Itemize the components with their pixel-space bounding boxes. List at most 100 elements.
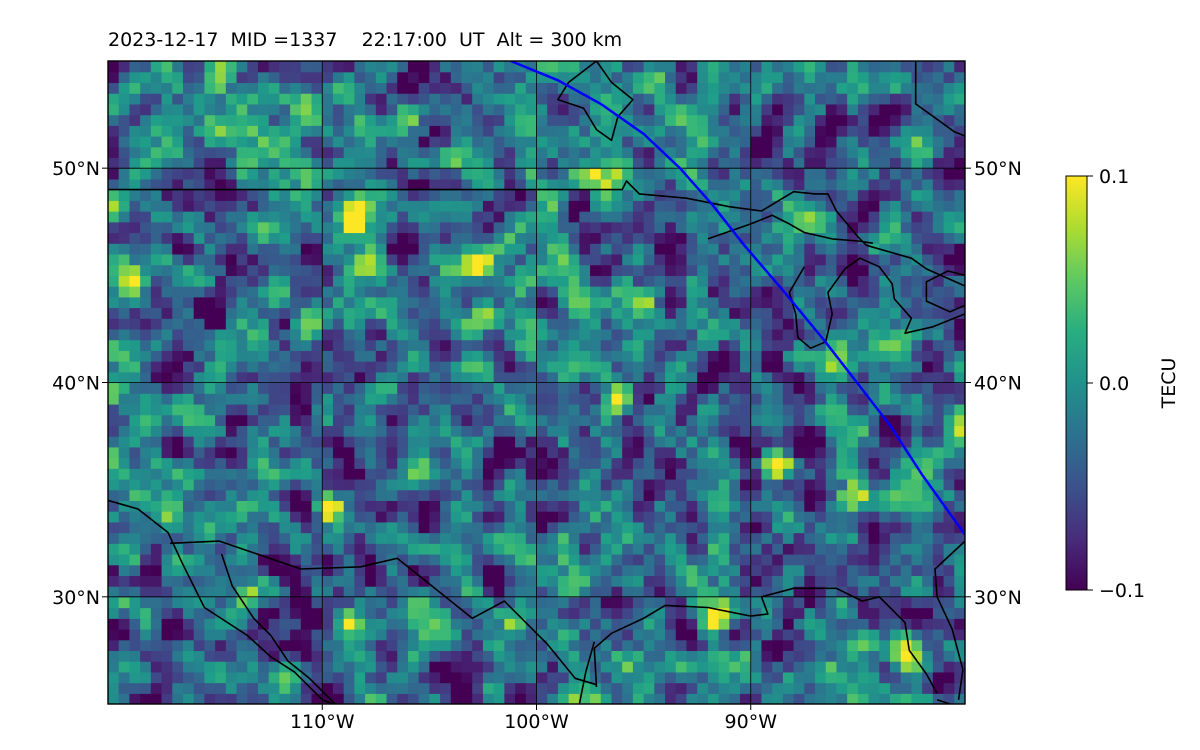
heatmap-cell <box>932 61 945 73</box>
heatmap-cell <box>782 596 795 609</box>
heatmap-cell <box>311 403 323 416</box>
heatmap-cell <box>922 414 934 426</box>
heatmap-cell <box>632 328 645 341</box>
heatmap-cell <box>386 403 398 416</box>
heatmap-cell <box>482 693 495 704</box>
heatmap-cell <box>568 264 580 276</box>
heatmap-cell <box>204 178 216 191</box>
heatmap-cell <box>504 136 516 148</box>
heatmap-cell <box>857 393 870 405</box>
heatmap-cell <box>632 596 645 609</box>
heatmap-cell <box>804 414 816 426</box>
heatmap-cell <box>590 586 602 598</box>
heatmap-cell <box>665 243 677 255</box>
heatmap-cell <box>568 103 580 116</box>
heatmap-cell <box>804 339 816 351</box>
heatmap-cell <box>590 596 602 609</box>
heatmap-cell <box>750 575 763 587</box>
heatmap-cell <box>654 650 666 662</box>
heatmap-cell <box>300 361 313 373</box>
heatmap-cell <box>557 125 570 137</box>
heatmap-cell <box>279 61 291 73</box>
heatmap-cell <box>761 693 773 704</box>
heatmap-cell <box>140 564 152 576</box>
heatmap-cell <box>504 350 516 362</box>
heatmap-cell <box>579 382 591 394</box>
heatmap-cell <box>761 253 773 266</box>
heatmap-cell <box>911 511 923 523</box>
heatmap-cell <box>718 296 730 309</box>
heatmap-cell <box>375 296 388 309</box>
heatmap-cell <box>622 82 634 94</box>
heatmap-cell <box>397 403 409 416</box>
heatmap-cell <box>943 307 955 319</box>
heatmap-cell <box>932 361 945 373</box>
heatmap-cell <box>547 371 559 384</box>
heatmap-cell <box>247 232 259 244</box>
heatmap-cell <box>761 628 773 641</box>
heatmap-cell <box>204 361 216 373</box>
heatmap-cell <box>311 500 323 512</box>
heatmap-cell <box>461 264 473 276</box>
heatmap-cell <box>332 425 345 437</box>
heatmap-cell <box>536 500 548 512</box>
heatmap-cell <box>782 403 795 416</box>
heatmap-cell <box>397 650 409 662</box>
heatmap-cell <box>632 82 645 94</box>
heatmap-cell <box>772 189 784 201</box>
heatmap-cell <box>525 575 538 587</box>
heatmap-cell <box>782 553 795 566</box>
heatmap-cell <box>525 543 538 555</box>
heatmap-cell <box>718 414 730 426</box>
heatmap-cell <box>847 532 859 544</box>
heatmap-cell <box>632 393 645 405</box>
heatmap-cell <box>375 82 388 94</box>
heatmap-cell <box>729 596 741 609</box>
heatmap-cell <box>225 586 238 598</box>
heatmap-cell <box>172 157 184 169</box>
heatmap-cell <box>129 253 141 266</box>
heatmap-cell <box>750 628 763 641</box>
heatmap-cell <box>836 575 848 587</box>
heatmap-cell <box>450 553 463 566</box>
heatmap-cell <box>675 232 688 244</box>
heatmap-cell <box>482 671 495 684</box>
heatmap-cell <box>557 382 570 394</box>
heatmap-cell <box>600 521 613 534</box>
heatmap-cell <box>632 628 645 641</box>
heatmap-cell <box>440 221 452 234</box>
heatmap-cell <box>215 103 227 116</box>
heatmap-cell <box>622 436 634 448</box>
heatmap-cell <box>750 82 763 94</box>
heatmap-cell <box>943 543 955 555</box>
heatmap-cell <box>750 586 763 598</box>
heatmap-cell <box>675 318 688 330</box>
heatmap-cell <box>407 243 420 255</box>
heatmap-cell <box>868 93 880 105</box>
heatmap-cell <box>632 318 645 330</box>
heatmap-cell <box>718 553 730 566</box>
heatmap-cell <box>311 693 323 704</box>
heatmap-cell <box>643 511 655 523</box>
heatmap-cell <box>622 671 634 684</box>
heatmap-cell <box>118 307 131 319</box>
heatmap-cell <box>568 628 580 641</box>
heatmap-cell <box>890 650 902 662</box>
heatmap-cell <box>536 650 548 662</box>
heatmap-cell <box>857 339 870 351</box>
heatmap-cell <box>515 436 527 448</box>
heatmap-cell <box>665 361 677 373</box>
heatmap-cell <box>718 178 730 191</box>
heatmap-cell <box>472 682 484 694</box>
heatmap-cell <box>750 318 763 330</box>
heatmap-cell <box>407 232 420 244</box>
heatmap-cell <box>750 489 763 501</box>
heatmap-cell <box>557 436 570 448</box>
heatmap-cell <box>525 403 538 416</box>
heatmap-cell <box>193 253 206 266</box>
heatmap-cell <box>375 553 388 566</box>
heatmap-cell <box>375 618 388 630</box>
heatmap-cell <box>750 425 763 437</box>
heatmap-cell <box>215 307 227 319</box>
heatmap-cell <box>536 403 548 416</box>
